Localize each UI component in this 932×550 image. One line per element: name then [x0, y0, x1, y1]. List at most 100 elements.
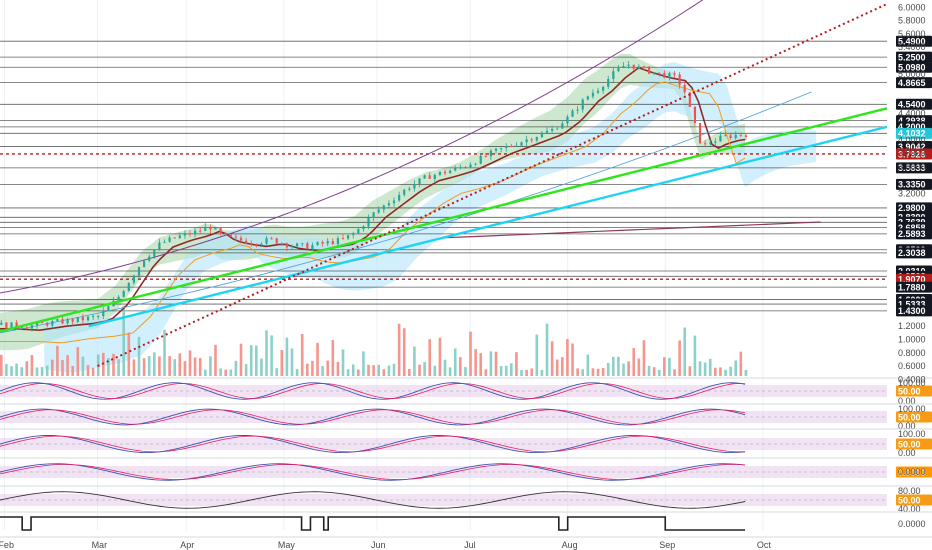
candle-body — [102, 310, 105, 316]
price-tick-label: 5.4000 — [898, 42, 926, 52]
candle-body — [148, 256, 151, 261]
candle-body — [331, 241, 334, 245]
volume-bar — [234, 360, 238, 376]
volume-bar — [122, 305, 126, 376]
volume-bar — [158, 356, 161, 376]
volume-bar — [576, 368, 579, 376]
candle-body — [377, 209, 380, 213]
volume-bar — [413, 346, 416, 376]
volume-bar — [382, 369, 386, 376]
level-label: 1.7880 — [898, 282, 926, 292]
volume-bar — [606, 362, 610, 376]
candle-body — [688, 92, 691, 107]
volume-bar — [698, 361, 702, 376]
level-label: 3.9042 — [898, 142, 926, 152]
volume-bar — [173, 359, 177, 376]
osc-tick-label: 100.00 — [898, 429, 926, 439]
time-label: Mar — [92, 540, 108, 550]
volume-bar — [229, 369, 233, 376]
osc-line-b — [0, 435, 746, 453]
volume-bar — [163, 329, 166, 376]
volume-bar — [306, 363, 309, 376]
volume-bar — [193, 357, 197, 376]
candle-body — [229, 234, 232, 237]
volume-bar — [142, 358, 146, 376]
level-label: 1.9070 — [898, 275, 926, 285]
volume-bar — [265, 330, 268, 376]
time-label: May — [278, 540, 296, 550]
volume-bar — [504, 365, 508, 376]
candle-body — [510, 145, 513, 147]
price-tick-label: 3.6000 — [898, 162, 926, 172]
volume-bar — [464, 367, 467, 376]
volume-bar — [525, 369, 528, 376]
osc-band — [0, 385, 887, 397]
candle-body — [234, 236, 238, 238]
candle-body — [71, 319, 74, 322]
volume-bar — [336, 361, 340, 376]
osc-line-a — [0, 491, 746, 509]
candle-body — [122, 291, 125, 297]
volume-bar — [280, 350, 284, 376]
osc-level-label: 50.00 — [898, 439, 921, 449]
osc-tick-label: 0.0000 — [898, 467, 926, 477]
level-label: 5.0980 — [898, 63, 926, 73]
candle-body — [387, 203, 391, 206]
candle-body — [183, 233, 187, 236]
candle-body — [403, 189, 406, 195]
candle-body — [683, 84, 686, 93]
volume-bar — [40, 367, 44, 376]
candle-body — [311, 245, 314, 250]
volume-bar — [438, 337, 442, 376]
candle-body — [515, 145, 518, 147]
time-label: Oct — [757, 540, 772, 550]
volume-bar — [239, 343, 243, 376]
level-badge — [896, 35, 932, 47]
candle-body — [66, 319, 69, 324]
osc-tick-label: 0.0000 — [898, 519, 926, 529]
candle-body — [744, 135, 748, 137]
volume-bar — [71, 365, 75, 376]
volume-bar — [357, 369, 360, 376]
volume-bar — [219, 368, 222, 376]
volume-bar — [56, 345, 59, 376]
candle-body — [352, 233, 355, 236]
volume-bar — [591, 368, 595, 376]
volume-bar — [331, 340, 335, 376]
volume-bar — [479, 353, 483, 376]
candle-body — [5, 322, 8, 328]
candle-body — [188, 233, 192, 235]
candle-body — [576, 109, 579, 111]
volume-bar — [81, 356, 85, 376]
candle-body — [596, 90, 600, 93]
volume-bar — [535, 334, 539, 376]
volume-bar — [316, 342, 319, 376]
candle-body — [86, 316, 90, 321]
volume-bar — [581, 369, 585, 376]
volume-bar — [290, 348, 294, 376]
level-label: 5.4900 — [898, 37, 926, 47]
candle-body — [428, 175, 431, 179]
candle-body — [535, 137, 538, 141]
volume-bar — [474, 349, 477, 376]
level-label: 2.5893 — [898, 229, 926, 239]
candle-body — [250, 243, 253, 245]
volume-bar — [550, 341, 554, 376]
candle-body — [158, 242, 161, 250]
candle-body — [637, 66, 640, 69]
price-tick-label: 0.4000 — [898, 374, 926, 384]
candle-body — [418, 178, 421, 184]
volume-bar — [91, 367, 95, 376]
level-badge — [896, 178, 932, 190]
volume-bar — [66, 355, 69, 376]
volume-bar — [515, 352, 518, 376]
candle-body — [464, 167, 467, 169]
volume-bar — [561, 357, 564, 376]
volume-bar — [627, 361, 630, 376]
green-cloud — [0, 53, 746, 351]
volume-bar — [652, 367, 656, 376]
volume-bar — [555, 359, 559, 376]
candle-body — [525, 139, 528, 143]
